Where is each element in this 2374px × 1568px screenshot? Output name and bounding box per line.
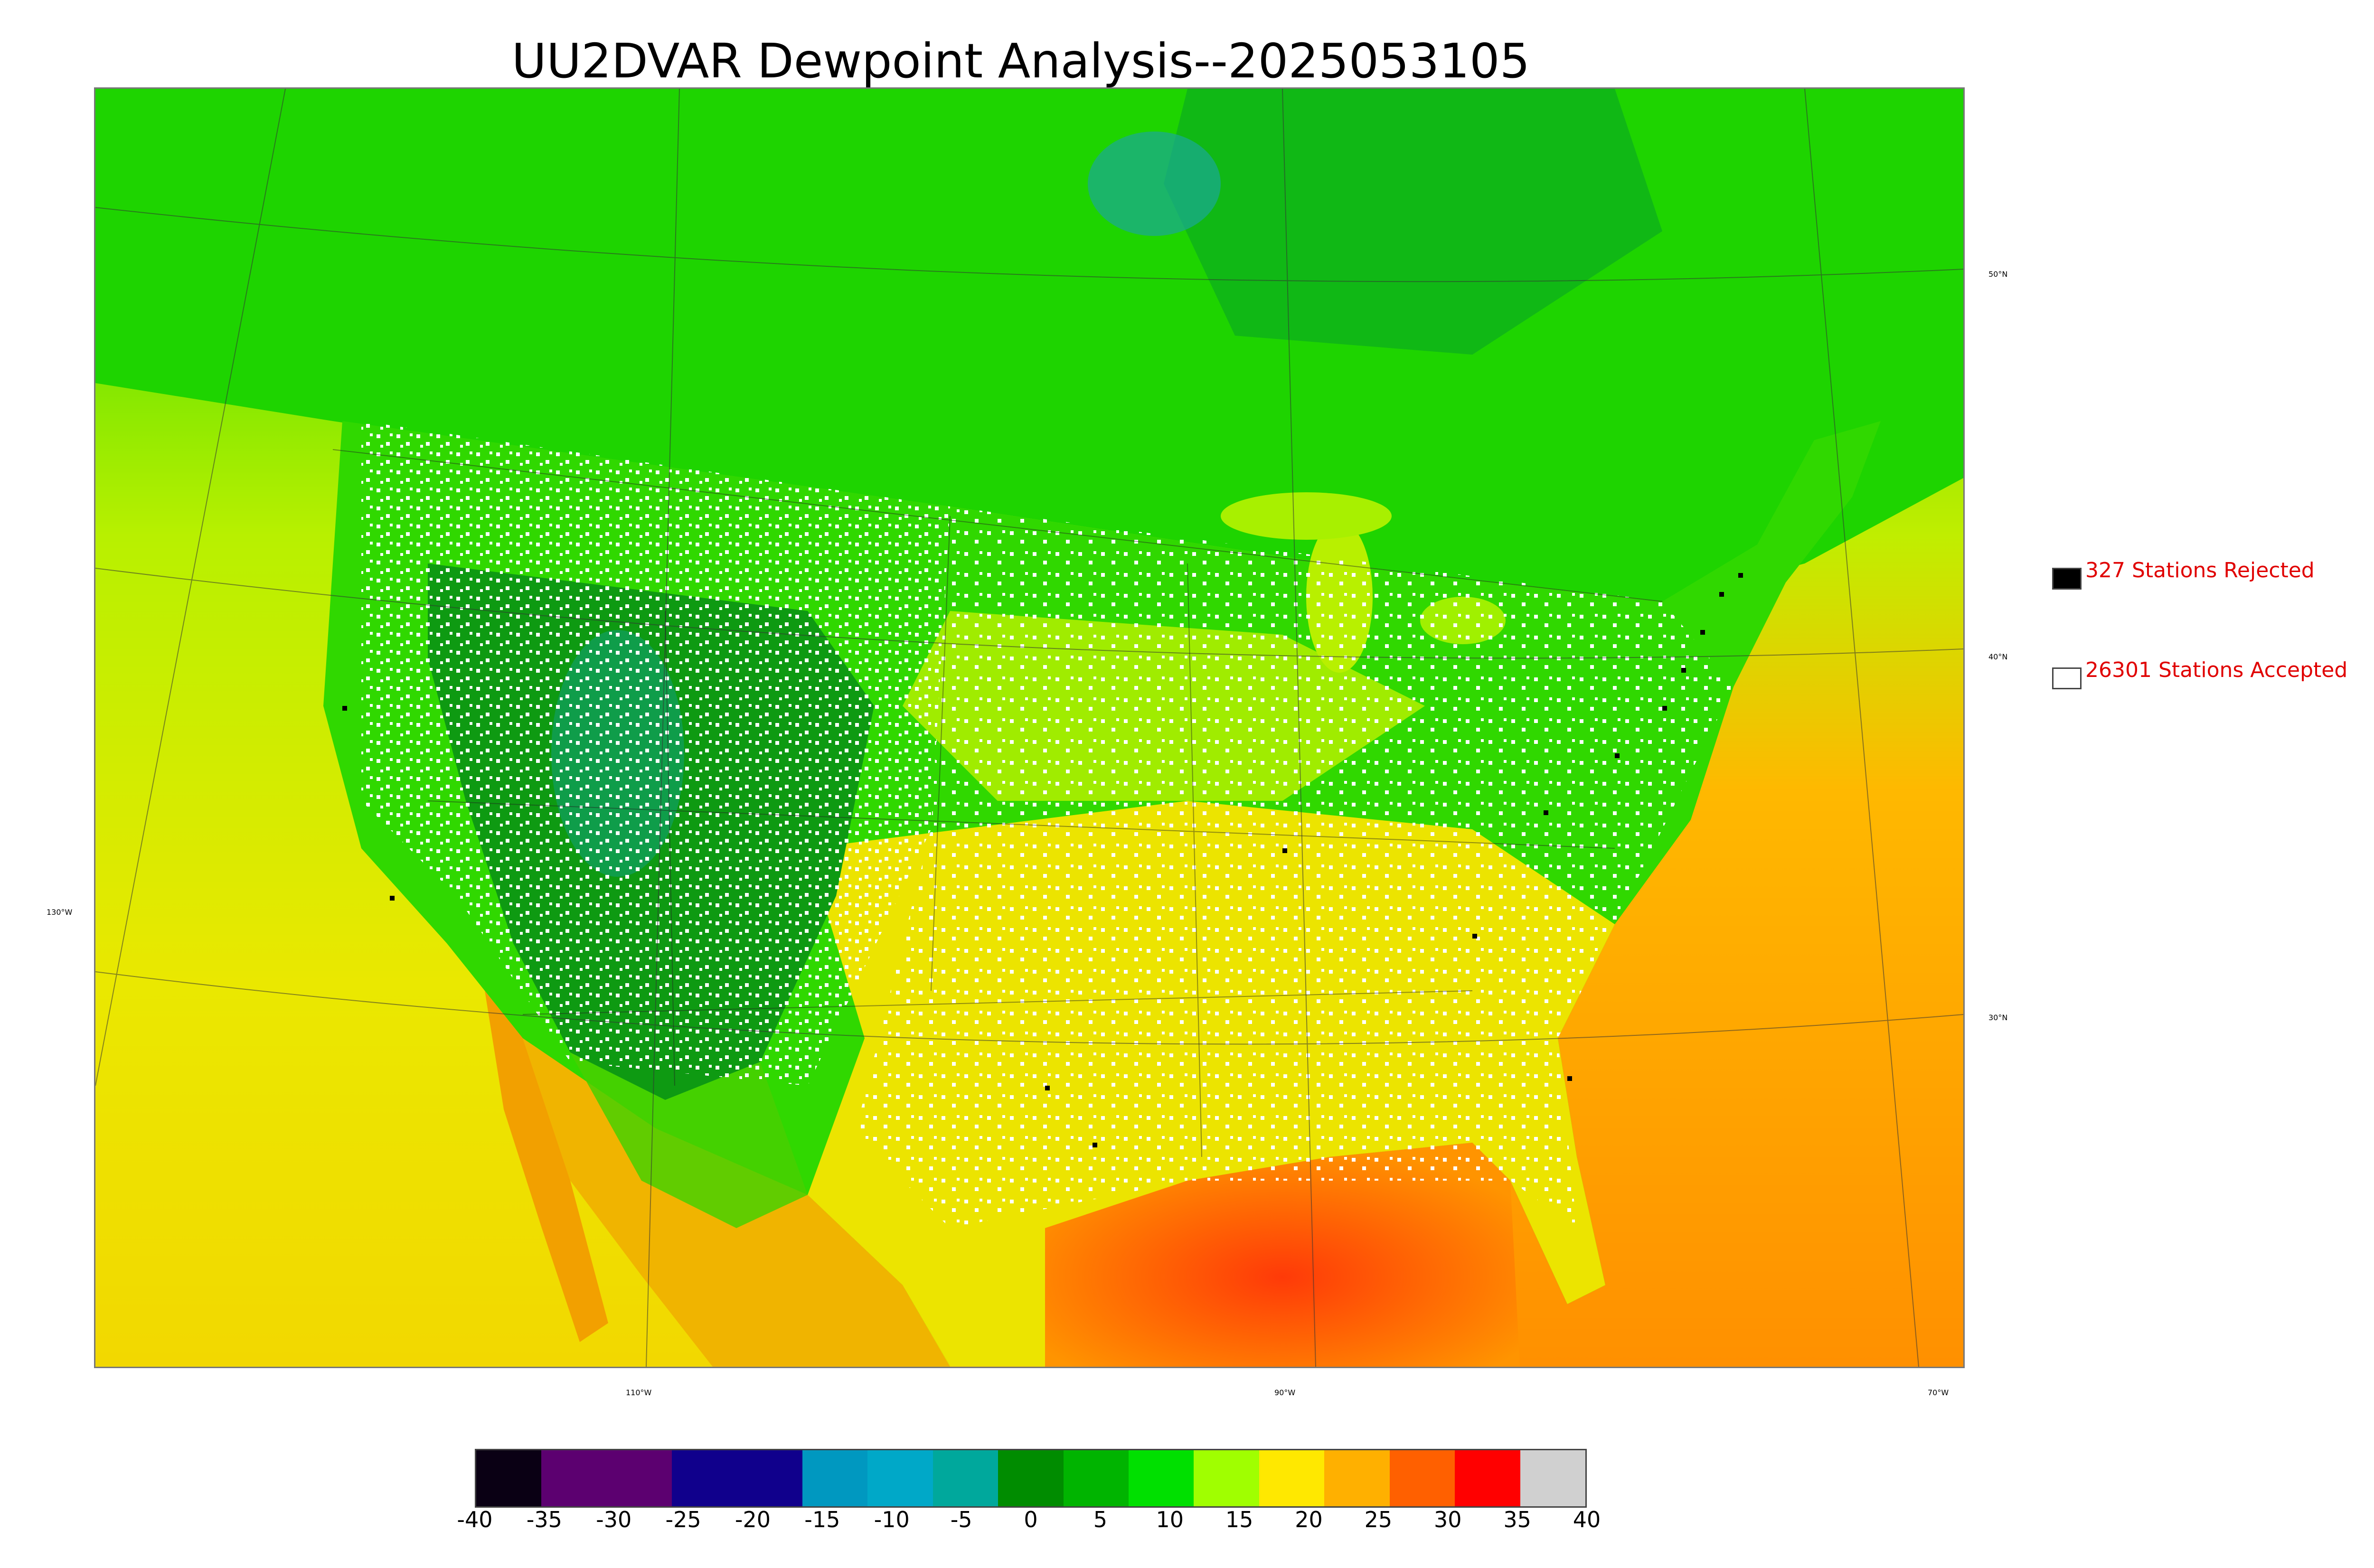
legend-rejected-label: 327 Stations Rejected (2085, 558, 2315, 582)
lon-label-110w: 110°W (626, 1388, 652, 1397)
colorbar-tick-label: -10 (874, 1507, 910, 1532)
colorbar-segment (1324, 1450, 1390, 1506)
colorbar-tick-label: -20 (735, 1507, 771, 1532)
colorbar-tick-label: 25 (1364, 1507, 1393, 1532)
colorbar-tick-label: -25 (665, 1507, 701, 1532)
rejected-stations (342, 573, 1743, 1147)
colorbar-segment (1129, 1450, 1194, 1506)
colorbar-segment (802, 1450, 868, 1506)
colorbar-segment (1455, 1450, 1520, 1506)
lat-label-40n: 40°N (1988, 652, 2008, 661)
hudson-region (1164, 89, 1662, 355)
colorbar-segment (672, 1450, 737, 1506)
colorbar-segment (1389, 1450, 1455, 1506)
map-panel[interactable] (94, 87, 1965, 1368)
lake-superior (1221, 492, 1392, 540)
legend-accepted-swatch (2052, 667, 2082, 689)
lat-label-30n: 30°N (1988, 1013, 2008, 1022)
colorbar-tick-label: -35 (526, 1507, 562, 1532)
colorbar-segment (476, 1450, 542, 1506)
baja-region (485, 991, 608, 1342)
colorbar-segment (1259, 1450, 1325, 1506)
gulf-of-mexico (1045, 1143, 1520, 1367)
lon-label-90w: 90°W (1274, 1388, 1296, 1397)
colorbar-segment (606, 1450, 672, 1506)
political-borders (332, 449, 1663, 1157)
colorbar-tick-label: -15 (804, 1507, 840, 1532)
accepted-stations-west (361, 421, 950, 1086)
colorbar-tick-label: -40 (457, 1507, 493, 1532)
colorbar-tick-label: 20 (1295, 1507, 1323, 1532)
colorbar-segment (1194, 1450, 1259, 1506)
lon-label-130w: 130°W (47, 908, 73, 917)
colorbar-tick-label: -30 (596, 1507, 632, 1532)
colorbar-tick-label: 35 (1503, 1507, 1531, 1532)
colorbar-segment (1063, 1450, 1129, 1506)
colorbar-tick-label: -5 (950, 1507, 972, 1532)
dewpoint-map (95, 89, 1963, 1367)
colorbar-segment (1520, 1450, 1585, 1506)
colorbar-tick-label: 5 (1093, 1507, 1108, 1532)
colorbar-segment (933, 1450, 999, 1506)
legend-rejected-swatch (2052, 568, 2082, 590)
page-title: UU2DVAR Dewpoint Analysis--2025053105 (511, 33, 1530, 89)
colorbar-tick-label: 30 (1433, 1507, 1462, 1532)
legend-accepted-label: 26301 Stations Accepted (2085, 658, 2348, 682)
colorbar (475, 1449, 1587, 1508)
colorbar-segment (737, 1450, 803, 1506)
colorbar-tick-label: 10 (1156, 1507, 1184, 1532)
colorbar-segment (998, 1450, 1064, 1506)
colorbar-segment (541, 1450, 607, 1506)
lon-label-70w: 70°W (1928, 1388, 1949, 1397)
colorbar-segment (867, 1450, 933, 1506)
colorbar-tick-label: 40 (1573, 1507, 1601, 1532)
lat-label-50n: 50°N (1988, 270, 2008, 279)
mexico-plateau (570, 1052, 808, 1228)
graticule (95, 89, 1963, 1367)
colorbar-tick-label: 15 (1225, 1507, 1253, 1532)
colorbar-tick-label: 0 (1024, 1507, 1038, 1532)
cold-pocket (1088, 131, 1221, 236)
accepted-stations-east (855, 507, 1733, 1228)
